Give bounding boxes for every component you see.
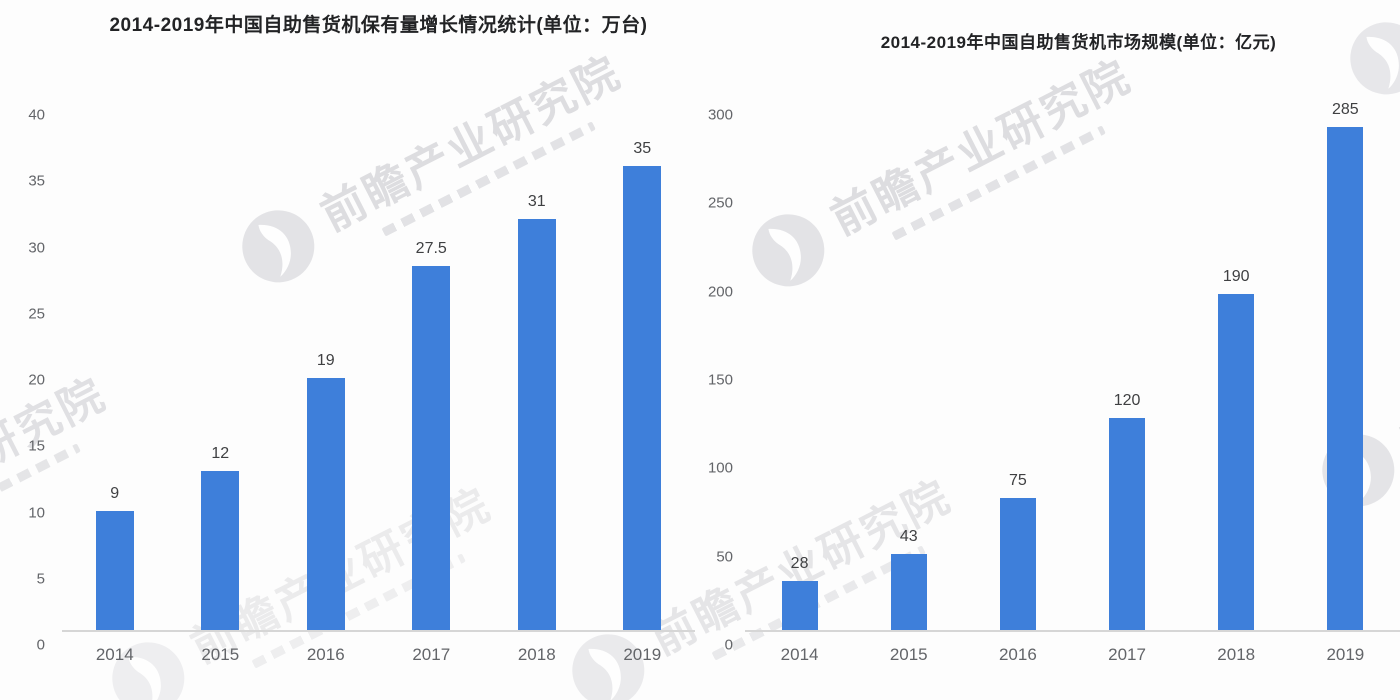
bar-cell: 19 bbox=[273, 353, 379, 630]
chart-title: 2014-2019年中国自助售货机保有量增长情况统计(单位：万台) bbox=[109, 15, 648, 36]
bars-container: 9 12 19 27.5 31 35 bbox=[62, 100, 695, 630]
x-axis-category-label: 2017 bbox=[1108, 645, 1146, 664]
bar bbox=[306, 378, 345, 630]
plot-area: 9 12 19 27.5 31 35 bbox=[62, 100, 695, 632]
bar-cell: 43 bbox=[854, 529, 963, 630]
x-axis-category-label: 2016 bbox=[998, 645, 1037, 664]
bar bbox=[623, 166, 662, 630]
bars-container: 28 43 75 120 190 285 bbox=[745, 100, 1400, 630]
bar bbox=[781, 580, 818, 630]
bar bbox=[412, 265, 451, 630]
bar-cell: 12 bbox=[168, 446, 274, 630]
bar-cell: 35 bbox=[590, 141, 696, 630]
bar-value-label: 190 bbox=[1222, 268, 1250, 286]
y-tick-label: 25 bbox=[28, 305, 45, 323]
y-tick-label: 40 bbox=[28, 106, 45, 124]
bar bbox=[1327, 126, 1364, 630]
bar bbox=[95, 510, 134, 630]
x-axis-category-label: 2018 bbox=[1217, 645, 1256, 664]
bar-value-label: 75 bbox=[1008, 471, 1027, 489]
bar-value-label: 31 bbox=[527, 193, 546, 211]
bar-cell: 27.5 bbox=[379, 239, 485, 630]
bar bbox=[201, 471, 240, 630]
bar-cell: 285 bbox=[1291, 100, 1400, 630]
x-axis-category-label: 2014 bbox=[95, 645, 134, 664]
x-axis-category-label: 2017 bbox=[412, 645, 451, 664]
y-tick-label: 300 bbox=[707, 106, 733, 124]
bar-value-label: 120 bbox=[1113, 392, 1141, 409]
bar-value-label: 35 bbox=[633, 140, 652, 158]
bar-cell: 9 bbox=[62, 484, 168, 630]
y-tick-label: 100 bbox=[707, 459, 733, 477]
bar bbox=[890, 554, 927, 630]
bar-value-label: 28 bbox=[790, 554, 809, 572]
y-tick-label: 0 bbox=[36, 636, 45, 654]
bar bbox=[999, 497, 1036, 630]
x-axis-labels: 2014 2015 2016 2017 2018 2019 bbox=[745, 646, 1400, 663]
x-axis-category-label: 2014 bbox=[780, 645, 819, 664]
y-tick-label: 20 bbox=[28, 371, 45, 389]
bar-cell: 120 bbox=[1072, 393, 1181, 630]
y-tick-label: 10 bbox=[28, 504, 45, 521]
y-tick-label: 200 bbox=[707, 283, 733, 301]
y-tick-label: 250 bbox=[707, 194, 733, 212]
x-axis-category-label: 2016 bbox=[306, 645, 345, 664]
x-axis-category-label: 2015 bbox=[889, 645, 928, 664]
bar-value-label: 285 bbox=[1332, 100, 1359, 118]
bar bbox=[1218, 294, 1255, 630]
bar-cell: 75 bbox=[963, 471, 1072, 630]
bar-value-label: 19 bbox=[316, 352, 335, 370]
bar-value-label: 27.5 bbox=[415, 239, 447, 257]
bar-cell: 31 bbox=[484, 194, 590, 630]
bar-cell: 190 bbox=[1182, 269, 1291, 630]
x-axis-category-label: 2019 bbox=[623, 645, 662, 664]
y-tick-label: 150 bbox=[707, 371, 733, 389]
y-tick-label: 15 bbox=[28, 437, 45, 455]
bar-value-label: 9 bbox=[110, 484, 120, 502]
bar bbox=[1109, 418, 1146, 630]
x-axis-category-label: 2018 bbox=[517, 645, 556, 664]
y-tick-label: 30 bbox=[28, 239, 45, 256]
plot-area: 28 43 75 120 190 285 bbox=[745, 100, 1400, 632]
bar-value-label: 43 bbox=[899, 528, 918, 546]
bar bbox=[517, 219, 556, 630]
bar-cell: 28 bbox=[745, 554, 854, 630]
y-tick-label: 5 bbox=[36, 570, 45, 588]
x-axis-labels: 2014 2015 2016 2017 2018 2019 bbox=[62, 646, 695, 663]
x-axis-category-label: 2019 bbox=[1326, 645, 1365, 664]
y-tick-label: 0 bbox=[724, 636, 733, 654]
y-tick-label: 50 bbox=[716, 548, 733, 566]
x-axis-category-label: 2015 bbox=[201, 645, 240, 664]
chart-title: 2014-2019年中国自助售货机市场规模(单位：亿元) bbox=[880, 33, 1277, 52]
bar-value-label: 12 bbox=[211, 445, 230, 462]
y-tick-label: 35 bbox=[28, 172, 45, 190]
